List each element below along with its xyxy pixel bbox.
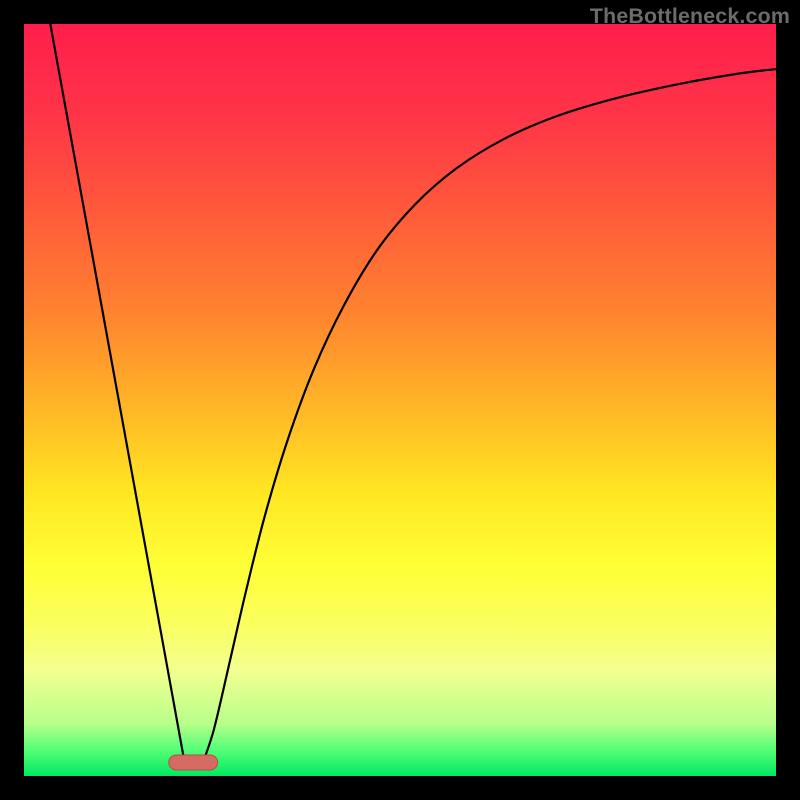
- bottleneck-chart: TheBottleneck.com: [0, 0, 800, 800]
- chart-canvas: [0, 0, 800, 800]
- plot-area: [24, 24, 776, 776]
- optimal-range-marker: [169, 755, 218, 770]
